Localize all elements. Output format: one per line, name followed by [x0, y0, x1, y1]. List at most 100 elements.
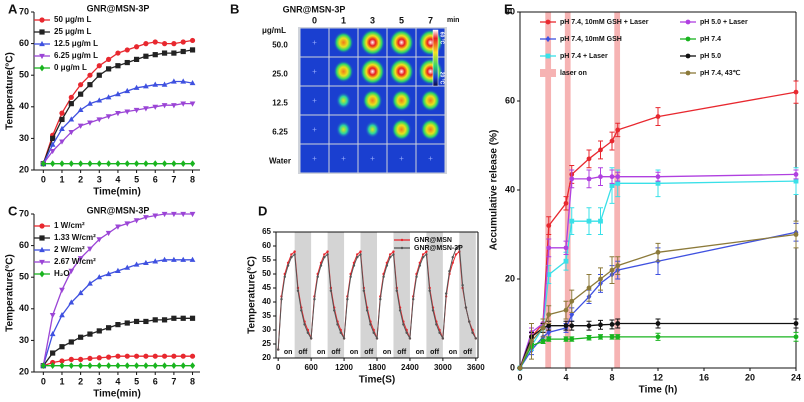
marker	[105, 270, 112, 277]
marker	[569, 323, 575, 329]
marker	[563, 245, 569, 251]
marker	[106, 362, 112, 370]
marker	[171, 160, 177, 168]
marker	[133, 107, 140, 114]
marker	[296, 289, 300, 292]
x-tick-label: 5	[134, 376, 139, 386]
marker	[655, 249, 661, 255]
marker	[59, 160, 65, 168]
chart-title: GNR@MSN-3P	[87, 205, 150, 215]
marker	[586, 285, 592, 291]
marker	[143, 318, 149, 325]
marker	[395, 289, 398, 292]
marker	[598, 276, 603, 282]
marker	[545, 19, 551, 25]
marker	[115, 224, 121, 230]
x-tick-label: 7	[171, 174, 176, 184]
marker	[180, 39, 186, 45]
annotation: off	[463, 349, 473, 356]
series-line	[519, 173, 797, 369]
y-tick-label: 20	[505, 273, 515, 283]
x-tick-label: 8	[190, 174, 195, 184]
x-tick-label: 2400	[401, 363, 419, 372]
marker	[39, 17, 45, 23]
marker	[87, 280, 93, 286]
marker	[464, 306, 468, 309]
y-tick-label: 40	[19, 101, 29, 111]
x-tick-label: 8	[190, 376, 195, 386]
marker	[461, 284, 464, 287]
marker	[540, 338, 546, 344]
marker	[400, 246, 404, 250]
y-tick-label: 55	[262, 255, 271, 264]
marker	[171, 41, 177, 47]
marker	[68, 268, 75, 274]
marker	[365, 309, 369, 312]
y-tick-label: 60	[19, 240, 29, 250]
y-axis-label: Accumulative release (%)	[489, 130, 500, 251]
colorbar-label: 60 °C	[439, 32, 445, 45]
column-label: 3	[370, 15, 375, 25]
marker	[431, 309, 435, 312]
marker	[161, 160, 168, 168]
legend-label: 12.5 μg/m L	[54, 39, 98, 48]
crosshair	[399, 156, 404, 161]
marker	[309, 337, 313, 340]
marker	[180, 101, 187, 107]
row-label: 6.25	[272, 128, 288, 137]
y-tick-label: 60	[19, 38, 29, 48]
marker	[96, 117, 103, 123]
marker	[793, 334, 799, 340]
crosshair	[312, 98, 317, 103]
legend-label: 50 μg/m L	[54, 15, 91, 24]
marker	[609, 174, 615, 180]
marker	[685, 70, 691, 76]
marker	[106, 354, 112, 360]
marker	[143, 41, 149, 47]
marker	[615, 321, 621, 326]
marker	[77, 256, 84, 262]
y-tick-label: 70	[19, 208, 29, 218]
y-tick-label: 40	[505, 184, 515, 194]
annotation: on	[449, 349, 458, 356]
marker	[143, 353, 149, 359]
marker	[545, 35, 551, 43]
marker	[793, 89, 799, 95]
x-tick-label: 6	[153, 376, 158, 386]
y-tick-label: 0	[510, 362, 515, 372]
marker	[180, 362, 186, 370]
marker	[77, 289, 84, 296]
marker	[68, 116, 75, 122]
marker	[319, 264, 323, 267]
marker	[276, 348, 280, 351]
marker	[78, 362, 84, 370]
marker	[68, 101, 74, 107]
x-tick-label: 20	[745, 372, 755, 382]
marker	[59, 125, 65, 131]
marker	[303, 323, 306, 326]
marker	[615, 127, 621, 133]
marker	[569, 176, 575, 182]
marker	[280, 298, 283, 301]
marker	[115, 111, 121, 117]
marker	[124, 362, 130, 370]
panel-letter: B	[230, 1, 239, 16]
x-tick-label: 2	[78, 376, 83, 386]
x-axis-label: Time (h)	[639, 385, 678, 396]
marker	[793, 178, 799, 184]
colorbar-label: 20 °C	[439, 72, 445, 85]
legend-label: 25 μg/m L	[54, 27, 91, 36]
x-tick-label: 4	[563, 372, 568, 382]
marker	[133, 353, 140, 359]
x-tick-label: 4	[115, 376, 120, 386]
x-tick-label: 3600	[467, 363, 485, 372]
marker	[96, 97, 103, 103]
annotation: off	[364, 349, 374, 356]
marker	[152, 160, 158, 168]
marker	[96, 72, 102, 78]
marker	[655, 334, 661, 340]
marker	[115, 322, 121, 328]
marker	[39, 235, 45, 241]
marker	[372, 331, 375, 334]
